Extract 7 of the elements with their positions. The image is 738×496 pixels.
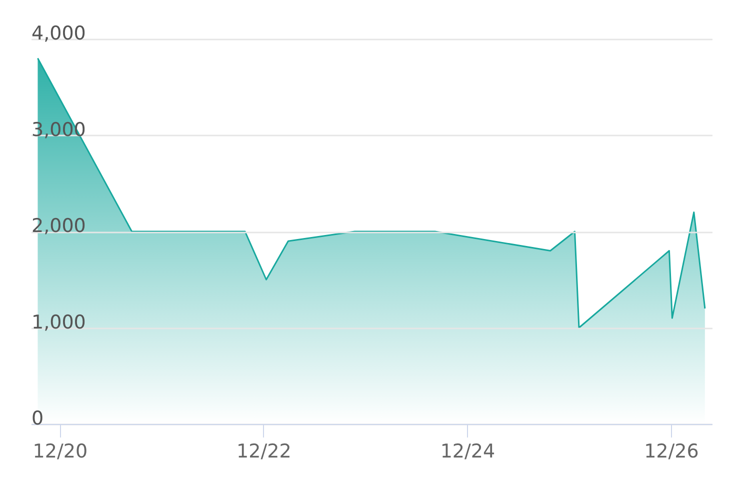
x-tick-label: 12/22	[236, 440, 292, 462]
x-tick-label: 12/24	[440, 440, 496, 462]
x-tick-label: 12/26	[644, 440, 699, 462]
x-tick-label: 12/20	[32, 440, 88, 462]
y-tick-label: 0	[32, 408, 44, 430]
y-tick-label: 4,000	[32, 22, 86, 44]
y-tick-label: 1,000	[32, 311, 86, 334]
